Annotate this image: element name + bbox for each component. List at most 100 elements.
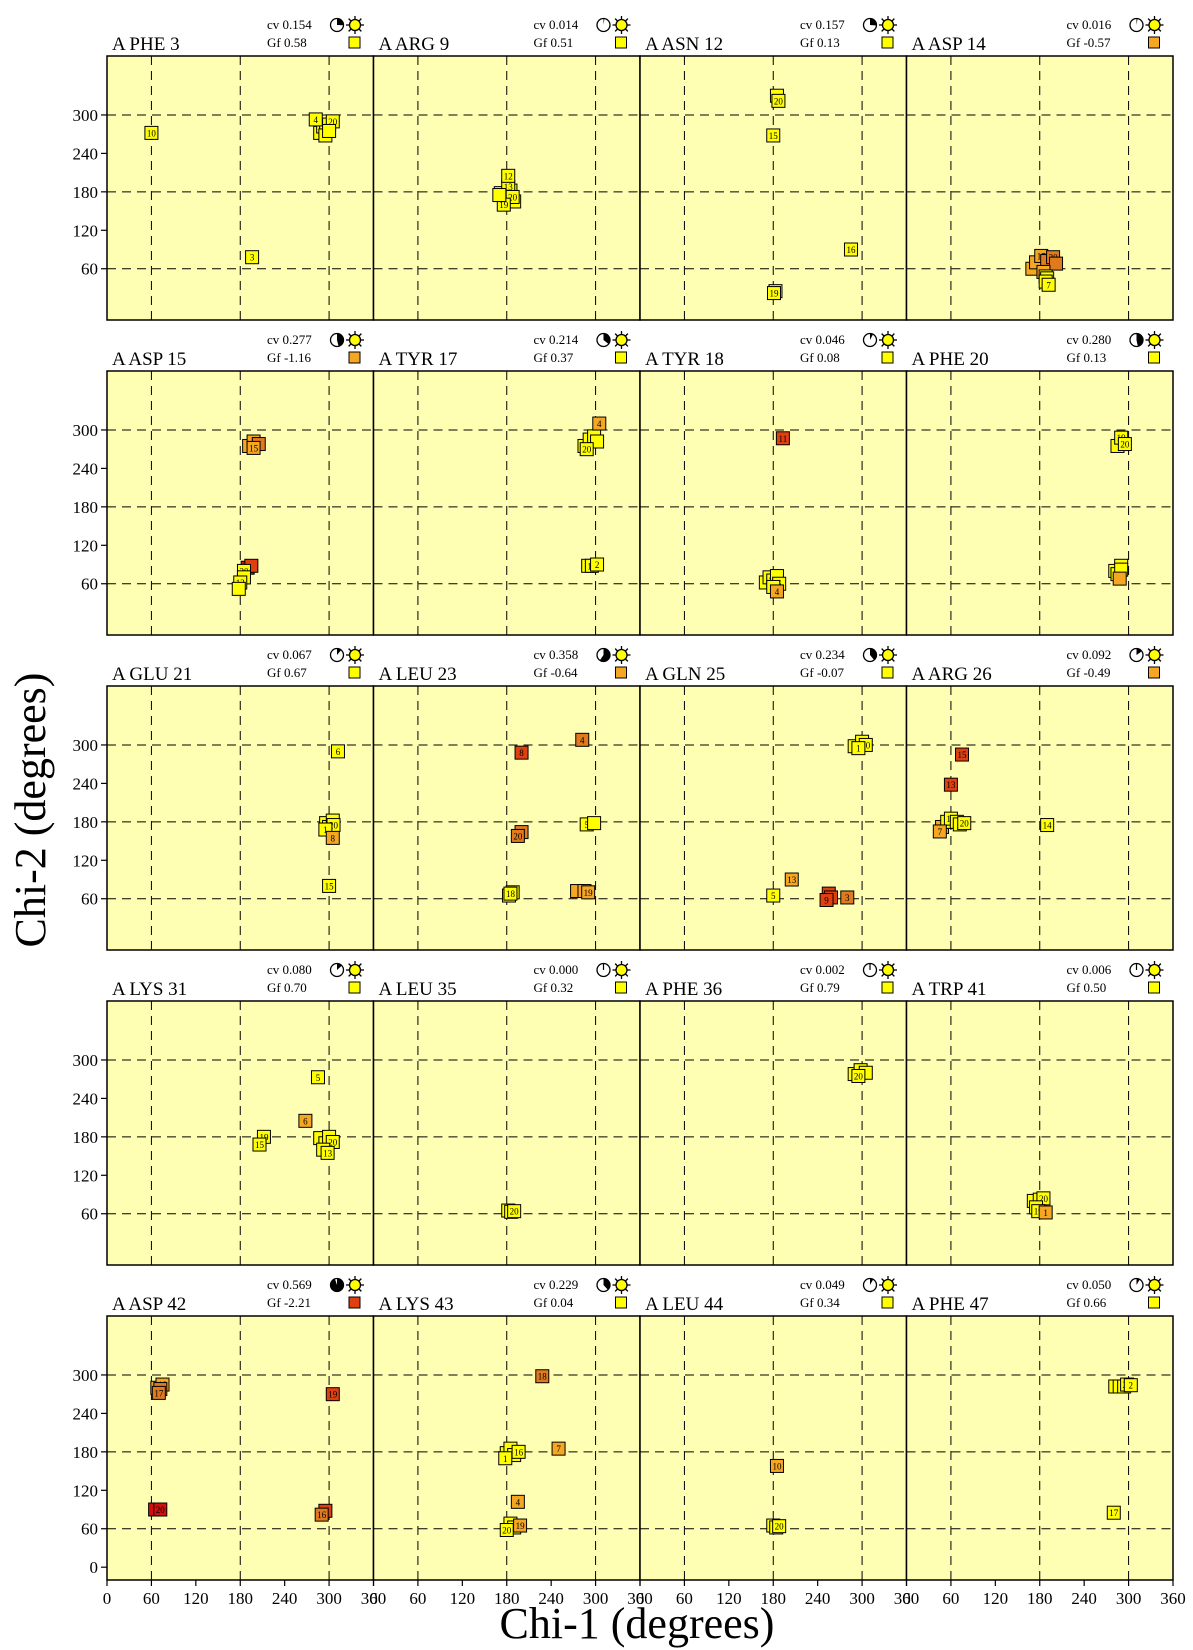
- sun-icon: [348, 963, 362, 977]
- y-tick-label: 60: [81, 890, 98, 909]
- x-tick-label: 120: [716, 1589, 742, 1608]
- data-point-label: 19: [769, 289, 779, 299]
- data-point-label: 1: [503, 1454, 508, 1464]
- cv-label: cv 0.046: [800, 332, 845, 347]
- data-point-label: 14: [1043, 821, 1053, 831]
- data-point: [308, 112, 323, 127]
- cv-label: cv 0.214: [534, 332, 579, 347]
- data-point-label: 16: [846, 245, 856, 255]
- data-point: [775, 431, 790, 446]
- data-point-label: 3: [250, 253, 255, 263]
- dial-fill: [1136, 333, 1144, 347]
- gf-label: Gf 0.13: [1067, 350, 1107, 365]
- x-tick-label: 60: [409, 1589, 426, 1608]
- cv-label: cv 0.050: [1067, 1277, 1112, 1292]
- data-point: [1041, 277, 1056, 292]
- sun-ray: [348, 973, 352, 977]
- panel-title: A LEU 23: [379, 664, 457, 685]
- data-point-label: 11: [779, 434, 788, 444]
- x-tick-label: 300: [316, 1589, 342, 1608]
- data-point-label: 6: [303, 1116, 308, 1126]
- panel: A PHE 36 cv 0.002 Gf 0.79 20: [639, 961, 908, 1266]
- data-point-label: 13: [946, 780, 956, 790]
- sun-ray: [1147, 1288, 1152, 1292]
- data-point: [819, 893, 834, 908]
- data-point-label: 20: [156, 1505, 166, 1515]
- gf-label: Gf -0.57: [1067, 35, 1112, 50]
- data-point-label: 20: [508, 192, 518, 202]
- data-point: [499, 1523, 514, 1538]
- gf-label: Gf 0.34: [800, 1295, 840, 1310]
- sun-ray: [614, 28, 619, 32]
- gf-color-square: [1148, 36, 1160, 49]
- panel-background: [906, 1316, 1173, 1580]
- sun-ray: [881, 18, 885, 22]
- sun-ray: [1157, 973, 1162, 977]
- gf-color-square: [1148, 351, 1160, 364]
- x-tick-label: 300: [583, 1589, 609, 1608]
- gf-label: Gf -0.07: [800, 665, 845, 680]
- data-point: [851, 1068, 866, 1083]
- cv-label: cv 0.049: [800, 1277, 845, 1292]
- sun-icon: [1148, 648, 1161, 662]
- gf-label: Gf 0.08: [800, 350, 840, 365]
- y-tick-label: 300: [73, 736, 99, 755]
- y-tick-label: 180: [73, 183, 99, 202]
- data-point-label: 16: [514, 1447, 524, 1457]
- data-point-label: 20: [1120, 440, 1130, 450]
- sun-ray: [624, 648, 629, 652]
- gf-label: Gf 0.66: [1067, 1295, 1107, 1310]
- panel: A PHE 47 cv 0.050 Gf 0.66 0 60 120 180 240 300 36…: [902, 1276, 1186, 1608]
- sun-ray: [358, 1278, 362, 1282]
- data-point: [231, 581, 246, 596]
- sun-ray: [358, 973, 362, 977]
- y-tick-label: 60: [81, 1520, 98, 1539]
- data-point-label: 19: [516, 1521, 526, 1531]
- data-point-label: 16: [317, 1510, 327, 1520]
- sun-icon: [615, 648, 628, 662]
- data-point: [246, 440, 261, 455]
- data-point-label: 20: [502, 1526, 512, 1536]
- dial-fill: [1136, 18, 1138, 25]
- y-tick-label: 60: [81, 575, 98, 594]
- sun-ray: [358, 658, 362, 662]
- gf-color-square: [1148, 666, 1160, 679]
- panel: A ASN 12 cv 0.157 Gf 0.13 20 15 16 19: [639, 16, 908, 321]
- x-tick-label: 60: [143, 1589, 160, 1608]
- data-point-label: 13: [787, 875, 797, 885]
- data-point: [535, 1369, 550, 1384]
- sun-icon: [615, 18, 628, 32]
- data-point: [551, 1441, 566, 1456]
- panel-title: A LEU 35: [379, 979, 457, 1000]
- dial-fill: [337, 18, 344, 26]
- data-point-label: 19: [259, 1132, 269, 1142]
- data-point: [766, 286, 781, 301]
- panel-title: A ARG 26: [912, 664, 992, 685]
- data-point-label: 20: [328, 1137, 338, 1147]
- gf-label: Gf -1.16: [267, 350, 312, 365]
- y-tick-label: 240: [73, 1089, 99, 1108]
- panel-border: [905, 1000, 1174, 1266]
- gf-label: Gf 0.51: [534, 35, 574, 50]
- panel-background: [640, 1001, 907, 1265]
- panel-title: A GLN 25: [645, 664, 725, 685]
- sun-ray: [624, 333, 629, 337]
- sun-ray: [891, 1288, 895, 1292]
- gf-label: Gf -0.49: [1067, 665, 1111, 680]
- y-tick-label: 240: [73, 774, 99, 793]
- sun-icon: [881, 963, 895, 977]
- data-point-label: 15: [249, 443, 259, 453]
- gf-color-square: [348, 1296, 361, 1309]
- y-tick-label: 180: [73, 498, 99, 517]
- panel-title: A LEU 44: [645, 1294, 724, 1315]
- dial-fill: [1136, 648, 1142, 655]
- data-point-label: 20: [329, 821, 339, 831]
- data-point-label: 19: [1034, 1207, 1044, 1217]
- sun-ray: [1147, 28, 1152, 32]
- data-point: [932, 824, 947, 839]
- x-axis-label: Chi-1 (degrees): [500, 1599, 775, 1648]
- cv-label: cv 0.569: [267, 1277, 312, 1292]
- sun-ray: [624, 658, 629, 662]
- data-point: [587, 816, 602, 831]
- sun-ray: [1147, 1278, 1152, 1282]
